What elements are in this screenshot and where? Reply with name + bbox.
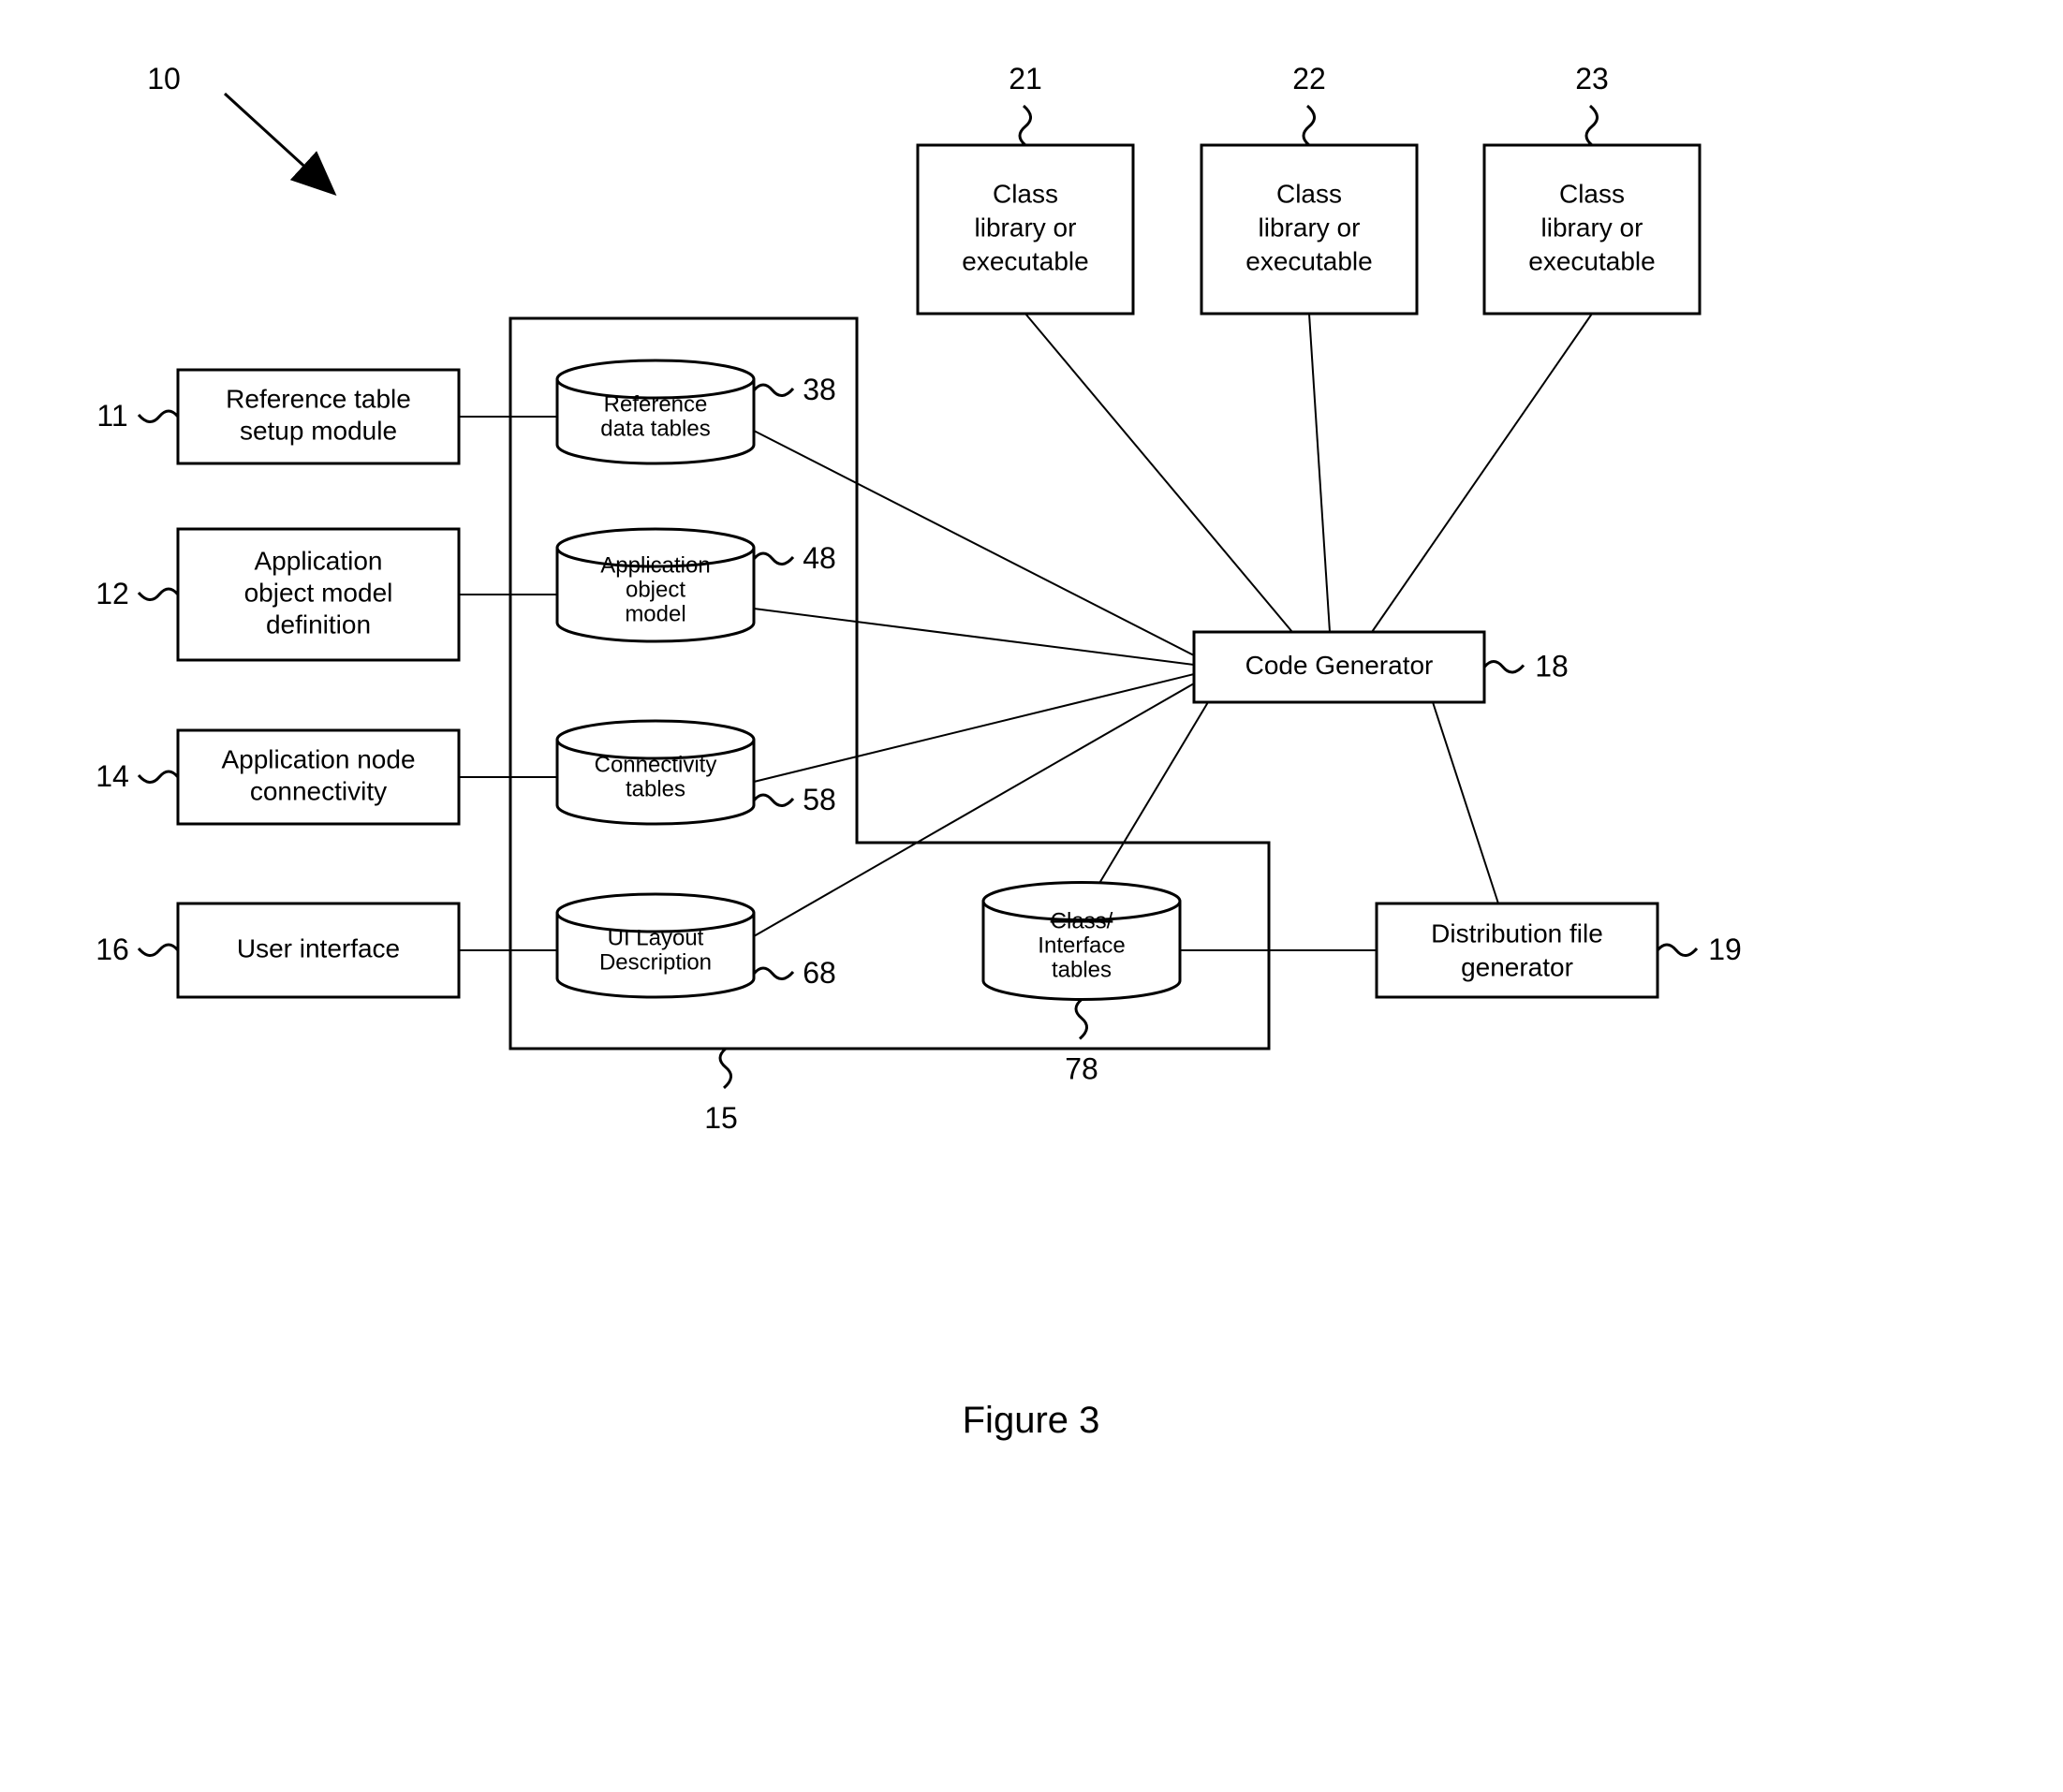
svg-text:Application: Application (600, 552, 710, 578)
svg-text:executable: executable (962, 246, 1088, 275)
svg-text:executable: executable (1245, 246, 1372, 275)
svg-text:48: 48 (803, 541, 836, 575)
svg-text:object model: object model (244, 578, 393, 607)
ref-num-18: 18 (1535, 650, 1569, 683)
ref-num-10: 10 (147, 62, 181, 95)
svg-text:object: object (626, 577, 685, 602)
svg-text:Application node: Application node (221, 744, 415, 773)
svg-text:Connectivity: Connectivity (595, 752, 717, 777)
svg-text:data tables: data tables (600, 416, 710, 441)
svg-text:38: 38 (803, 373, 836, 406)
svg-text:library or: library or (975, 213, 1077, 242)
left-box-14: Application node connectivity 14 (96, 730, 459, 824)
svg-text:Class: Class (1559, 179, 1625, 208)
top-box-21: Class library or executable 21 (918, 62, 1133, 314)
top-box-23: Class library or executable 23 (1484, 62, 1700, 314)
svg-text:setup module: setup module (240, 416, 397, 445)
svg-text:11: 11 (96, 399, 127, 433)
dist-file-gen-box: Distribution file generator 19 (1377, 903, 1742, 997)
svg-text:21: 21 (1009, 62, 1042, 95)
dist-file-gen-l1: Distribution file (1431, 918, 1603, 947)
svg-text:Class: Class (993, 179, 1058, 208)
svg-text:tables: tables (1052, 957, 1112, 982)
left-box-16: User interface 16 (96, 903, 459, 997)
svg-text:12: 12 (96, 577, 129, 610)
svg-text:22: 22 (1292, 62, 1326, 95)
svg-text:58: 58 (803, 783, 836, 816)
svg-text:Class/: Class/ (1051, 908, 1113, 933)
svg-text:Interface: Interface (1038, 933, 1125, 958)
left-box-12: Application object model definition 12 (96, 529, 459, 660)
top-box-22: Class library or executable 22 (1201, 62, 1417, 314)
svg-text:executable: executable (1528, 246, 1655, 275)
svg-text:68: 68 (803, 956, 836, 990)
svg-text:23: 23 (1575, 62, 1609, 95)
svg-text:Reference table: Reference table (226, 384, 411, 413)
svg-text:78: 78 (1065, 1052, 1098, 1086)
left-box-11: Reference table setup module 11 (96, 370, 459, 463)
svg-text:model: model (625, 601, 685, 626)
svg-text:User interface: User interface (237, 933, 400, 962)
ref-num-15: 15 (704, 1101, 738, 1135)
svg-text:tables: tables (626, 776, 685, 801)
system-diagram: 10 15 Reference table setup module 11 Appli… (0, 0, 2063, 1792)
svg-text:connectivity: connectivity (250, 776, 387, 805)
svg-text:Reference: Reference (604, 391, 708, 417)
svg-text:16: 16 (96, 933, 129, 966)
svg-text:UI Layout: UI Layout (608, 925, 704, 950)
svg-text:library or: library or (1259, 213, 1361, 242)
code-generator-box: Code Generator 18 (1194, 632, 1569, 702)
svg-text:library or: library or (1541, 213, 1643, 242)
dist-file-gen-l2: generator (1461, 952, 1573, 981)
ref-num-19: 19 (1708, 933, 1742, 966)
code-generator-label: Code Generator (1245, 651, 1434, 680)
svg-text:14: 14 (96, 759, 129, 793)
svg-text:Class: Class (1276, 179, 1342, 208)
ref-10-arrow: 10 (147, 62, 332, 192)
figure-title: Figure 3 (963, 1400, 1100, 1441)
svg-text:Description: Description (599, 949, 712, 975)
svg-text:Application: Application (255, 546, 383, 575)
svg-text:definition: definition (266, 610, 371, 639)
cylinder-78: Class/Interfacetables 78 (983, 883, 1180, 1086)
